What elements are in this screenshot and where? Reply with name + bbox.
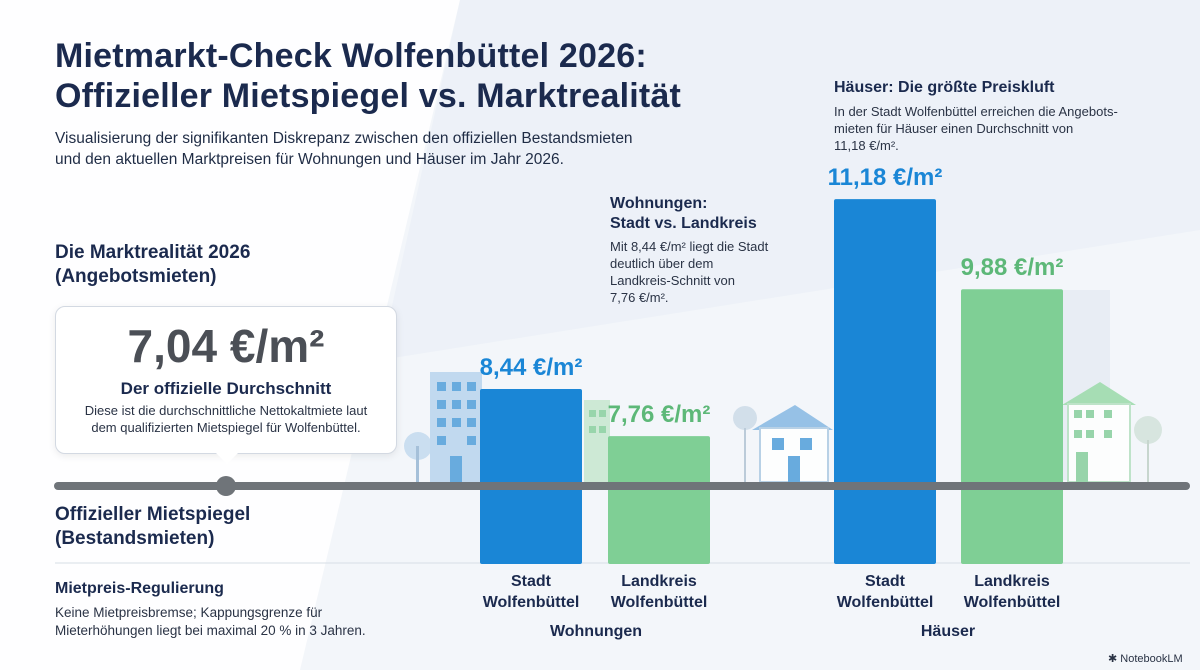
apartment-building-illustration (404, 372, 610, 482)
official-average-description: Diese ist die durchschnittliche Nettokal… (66, 402, 386, 436)
data-label-haeuser-landkreis: 9,88 €/m² (961, 254, 1064, 281)
data-label-haeuser-stadt: 11,18 €/m² (828, 164, 943, 191)
bar-haeuser-stadt (834, 199, 936, 564)
data-label-wohnungen-landkreis: 7,76 €/m² (608, 401, 711, 428)
house-illustration-green (1062, 382, 1162, 483)
market-heading-line-1: Die Marktrealität 2026 (55, 242, 251, 263)
annotation-wohnungen-desc-1: Mit 8,44 €/m² liegt die Stadt (610, 239, 769, 254)
tick-label-haeuser-stadt-2: Wolfenbüttel (837, 594, 934, 611)
data-label-wohnungen-stadt: 8,44 €/m² (480, 354, 583, 381)
official-heading: Offizieller Mietspiegel (Bestandsmieten) (55, 503, 375, 551)
tick-label-wohnungen-landkreis-1: Landkreis (621, 573, 697, 590)
logo-icon: ✱ (1108, 653, 1121, 665)
tick-label-haeuser-landkreis-2: Wolfenbüttel (964, 594, 1061, 611)
page-subtitle: Visualisierung der signifikanten Diskrep… (55, 128, 695, 170)
market-heading: Die Marktrealität 2026 (Angebotsmieten) (55, 241, 375, 289)
annotation-haeuser-desc-1: In der Stadt Wolfenbüttel erreichen die … (834, 104, 1118, 119)
annotation-haeuser-desc-3: 11,18 €/m². (834, 138, 899, 153)
annotation-haeuser: Häuser: Die größte Preiskluft In der Sta… (834, 78, 1164, 154)
notebooklm-logo: ✱ NotebookLM (1108, 652, 1183, 665)
regulation-description: Keine Mietpreisbremse; Kappungsgrenze fü… (55, 604, 415, 640)
regulation-title: Mietpreis-Regulierung (55, 580, 224, 597)
regulation-desc-line-2: Mieterhöhungen liegt bei maximal 20 % in… (55, 623, 366, 638)
title-line-2: Offizieller Mietspiegel vs. Marktrealitä… (55, 77, 682, 115)
tick-label-haeuser-landkreis-1: Landkreis (974, 573, 1050, 590)
annotation-wohnungen: Wohnungen: Stadt vs. Landkreis Mit 8,44 … (610, 194, 800, 306)
title-line-1: Mietmarkt-Check Wolfenbüttel 2026: (55, 37, 647, 75)
tick-label-wohnungen-stadt-2: Wolfenbüttel (483, 594, 580, 611)
annotation-wohnungen-desc-4: 7,76 €/m². (610, 290, 669, 305)
official-average-label: Der offizielle Durchschnitt (120, 379, 332, 398)
bar-haeuser-landkreis (961, 289, 1063, 564)
regulation-desc-line-1: Keine Mietpreisbremse; Kappungsgrenze fü… (55, 605, 323, 620)
official-desc-line-1: Diese ist die durchschnittliche Nettokal… (84, 403, 368, 418)
callout-pointer (211, 448, 243, 464)
annotation-wohnungen-desc-3: Landkreis-Schnitt von (610, 273, 736, 288)
subtitle-line-2: und den aktuellen Marktpreisen für Wohnu… (55, 151, 564, 168)
tick-label-wohnungen-stadt-1: Stadt (511, 573, 552, 590)
annotation-wohnungen-desc-2: deutlich über dem (610, 256, 714, 271)
annotation-wohnungen-title-2: Stadt vs. Landkreis (610, 215, 757, 232)
official-heading-line-1: Offizieller Mietspiegel (55, 504, 251, 525)
market-heading-line-2: (Angebotsmieten) (55, 266, 217, 287)
official-desc-line-2: dem qualifizierten Mietspiegel für Wolfe… (91, 420, 361, 435)
annotation-haeuser-title: Häuser: Die größte Preiskluft (834, 79, 1055, 96)
annotation-haeuser-desc-2: mieten für Häuser einen Durchschnitt von (834, 121, 1074, 136)
tick-label-haeuser-stadt-1: Stadt (865, 573, 906, 590)
baseline-marker (216, 476, 236, 496)
subtitle-line-1: Visualisierung der signifikanten Diskrep… (55, 130, 633, 147)
official-average-value: 7,04 €/m² (127, 320, 325, 372)
annotation-wohnungen-title-1: Wohnungen: (610, 195, 708, 212)
official-heading-line-2: (Bestandsmieten) (55, 528, 215, 549)
bar-wohnungen-stadt (480, 388, 582, 564)
page-title: Mietmarkt-Check Wolfenbüttel 2026: Offiz… (55, 36, 795, 116)
house-illustration-blue (733, 405, 833, 483)
bar-wohnungen-landkreis (608, 436, 710, 564)
group-label-wohnungen: Wohnungen (550, 623, 642, 640)
tick-label-wohnungen-landkreis-2: Wolfenbüttel (611, 594, 708, 611)
official-average-callout: 7,04 €/m² Der offizielle Durchschnitt Di… (55, 306, 397, 454)
group-label-haeuser: Häuser (921, 623, 975, 640)
logo-text: NotebookLM (1120, 653, 1183, 665)
